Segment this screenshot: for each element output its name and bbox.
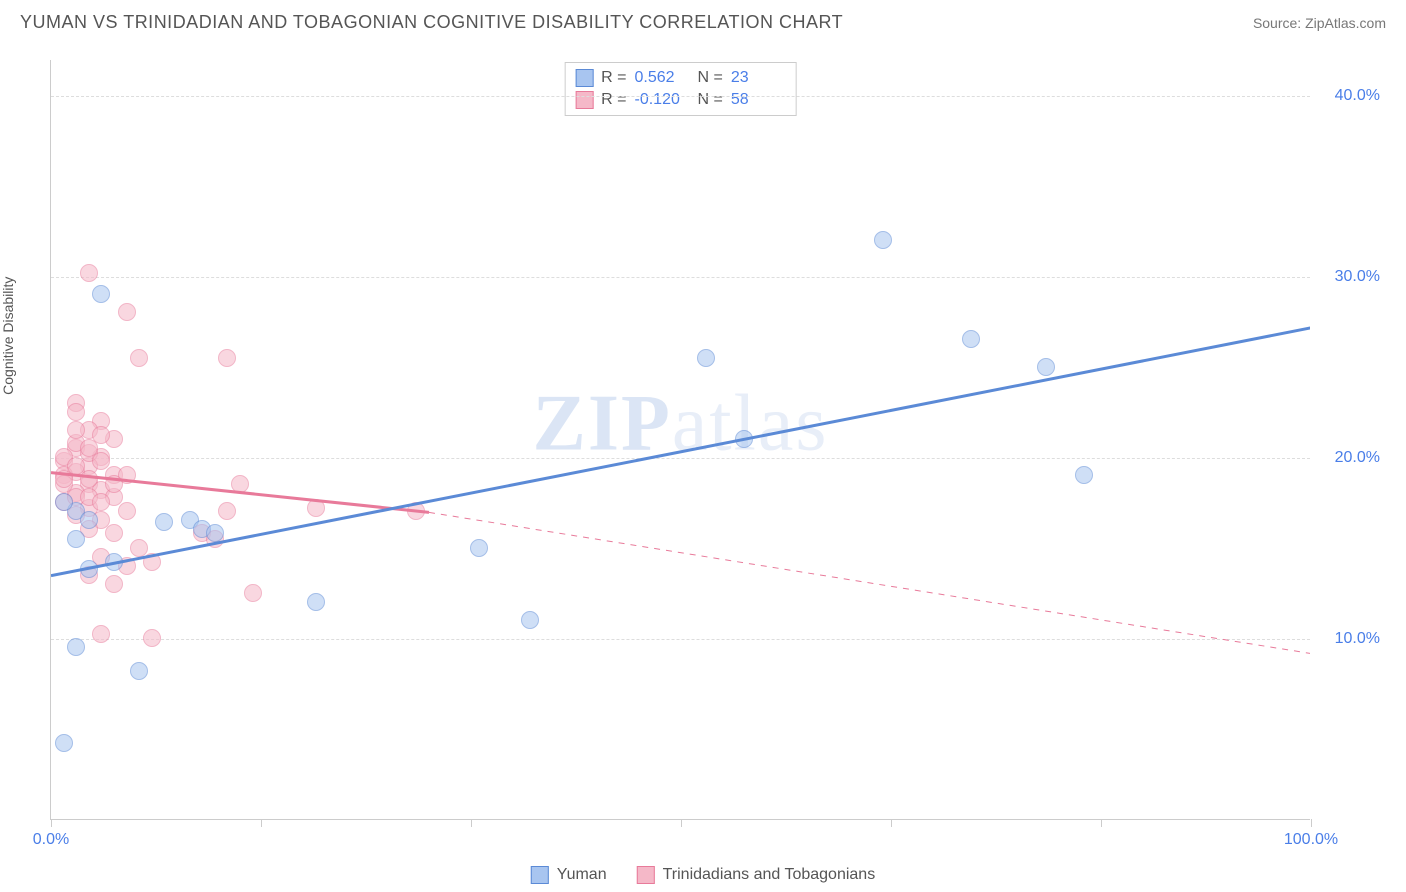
data-point	[231, 475, 249, 493]
data-point	[80, 264, 98, 282]
data-point	[92, 285, 110, 303]
source-attribution: Source: ZipAtlas.com	[1253, 15, 1386, 31]
series-legend: Yuman Trinidadians and Tobagonians	[531, 866, 875, 884]
data-point	[874, 231, 892, 249]
legend-item: Yuman	[531, 866, 607, 884]
data-point	[735, 430, 753, 448]
legend-row-yuman: R = 0.562 N = 23	[575, 67, 786, 89]
data-point	[80, 511, 98, 529]
header: YUMAN VS TRINIDADIAN AND TOBAGONIAN COGN…	[0, 0, 1406, 41]
trendlines	[51, 60, 1310, 819]
y-tick-label: 10.0%	[1320, 630, 1380, 648]
data-point	[143, 629, 161, 647]
data-point	[307, 593, 325, 611]
scatter-chart: ZIPatlas R = 0.562 N = 23 R = -0.120 N =…	[50, 60, 1310, 820]
x-tick	[1101, 819, 1102, 827]
data-point	[92, 452, 110, 470]
x-tick	[891, 819, 892, 827]
correlation-legend: R = 0.562 N = 23 R = -0.120 N = 58	[564, 62, 797, 116]
data-point	[521, 611, 539, 629]
x-tick	[51, 819, 52, 827]
data-point	[143, 553, 161, 571]
n-value: 23	[731, 69, 786, 87]
data-point	[130, 349, 148, 367]
x-tick-label: 100.0%	[1284, 831, 1338, 849]
y-tick-label: 40.0%	[1320, 87, 1380, 105]
data-point	[130, 662, 148, 680]
gridline	[51, 639, 1310, 640]
data-point	[105, 524, 123, 542]
x-tick	[471, 819, 472, 827]
swatch-icon	[531, 866, 549, 884]
data-point	[155, 513, 173, 531]
x-tick	[261, 819, 262, 827]
gridline	[51, 277, 1310, 278]
data-point	[470, 539, 488, 557]
data-point	[118, 502, 136, 520]
data-point	[67, 403, 85, 421]
data-point	[244, 584, 262, 602]
data-point	[407, 502, 425, 520]
data-point	[80, 470, 98, 488]
y-axis-label: Cognitive Disability	[0, 277, 16, 395]
x-tick	[1311, 819, 1312, 827]
data-point	[80, 560, 98, 578]
data-point	[105, 475, 123, 493]
gridline	[51, 458, 1310, 459]
r-value: -0.120	[635, 91, 690, 109]
legend-item: Trinidadians and Tobagonians	[637, 866, 876, 884]
data-point	[118, 303, 136, 321]
x-tick-label: 0.0%	[33, 831, 69, 849]
y-tick-label: 30.0%	[1320, 268, 1380, 286]
data-point	[105, 575, 123, 593]
swatch-icon	[637, 866, 655, 884]
data-point	[67, 638, 85, 656]
data-point	[105, 553, 123, 571]
data-point	[92, 625, 110, 643]
r-value: 0.562	[635, 69, 690, 87]
data-point	[92, 493, 110, 511]
gridline	[51, 96, 1310, 97]
data-point	[1037, 358, 1055, 376]
chart-title: YUMAN VS TRINIDADIAN AND TOBAGONIAN COGN…	[20, 12, 843, 33]
x-tick	[681, 819, 682, 827]
data-point	[218, 349, 236, 367]
n-value: 58	[731, 91, 786, 109]
data-point	[55, 493, 73, 511]
watermark: ZIPatlas	[533, 379, 829, 470]
data-point	[67, 530, 85, 548]
data-point	[307, 499, 325, 517]
swatch-icon	[575, 91, 593, 109]
swatch-icon	[575, 69, 593, 87]
data-point	[962, 330, 980, 348]
y-tick-label: 20.0%	[1320, 449, 1380, 467]
data-point	[1075, 466, 1093, 484]
data-point	[55, 734, 73, 752]
data-point	[206, 524, 224, 542]
data-point	[218, 502, 236, 520]
legend-row-trinidadian: R = -0.120 N = 58	[575, 89, 786, 111]
data-point	[697, 349, 715, 367]
data-point	[67, 421, 85, 439]
